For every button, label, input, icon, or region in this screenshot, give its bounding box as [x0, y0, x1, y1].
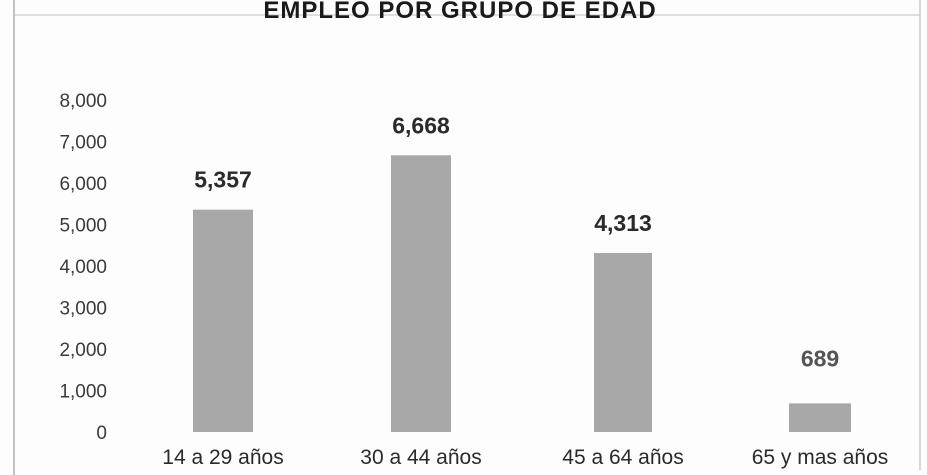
y-tick-label: 2,000 [59, 340, 107, 361]
x-tick-label: 65 y mas años [752, 446, 889, 469]
x-tick-label: 30 a 44 años [360, 446, 481, 469]
y-tick-label: 7,000 [59, 133, 107, 154]
chart-title: EMPLEO POR GRUPO DE EDAD [263, 0, 656, 24]
y-tick-label: 0 [96, 423, 107, 444]
data-label: 689 [801, 345, 839, 371]
y-tick-label: 6,000 [59, 174, 107, 195]
data-label: 4,313 [594, 210, 652, 236]
data-label: 6,668 [392, 112, 450, 138]
y-tick-label: 8,000 [59, 91, 107, 112]
x-axis: 14 a 29 años 30 a 44 años 45 a 64 años 65 y… [162, 446, 888, 469]
bar [391, 155, 451, 432]
bar [789, 403, 851, 432]
y-axis: 0 1,000 2,000 3,000 4,000 5,000 6,000 7,000 8,00… [59, 91, 107, 444]
y-tick-label: 3,000 [59, 299, 107, 320]
bar [193, 209, 253, 432]
y-tick-label: 5,000 [59, 216, 107, 237]
x-tick-label: 14 a 29 años [162, 446, 283, 469]
y-tick-label: 4,000 [59, 257, 107, 278]
data-label: 5,357 [194, 167, 252, 193]
bars [193, 155, 851, 432]
bar [594, 253, 652, 432]
x-tick-label: 45 a 64 años [562, 446, 683, 469]
y-tick-label: 1,000 [59, 382, 107, 403]
data-labels: 5,357 6,668 4,313 689 [194, 112, 839, 371]
